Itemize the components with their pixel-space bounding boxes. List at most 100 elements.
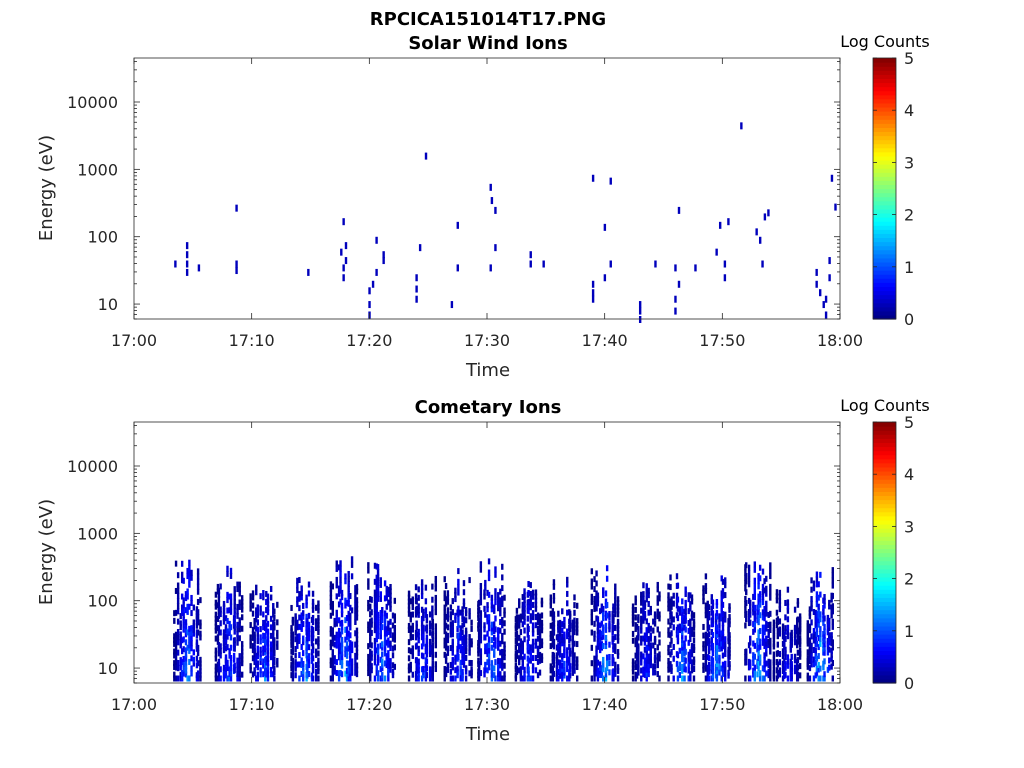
data-pixel xyxy=(808,658,812,665)
data-pixel xyxy=(724,646,727,653)
data-pixel xyxy=(182,612,185,619)
data-pixel xyxy=(217,604,221,611)
colorbar-segment xyxy=(873,621,896,627)
data-pixel xyxy=(814,672,817,679)
data-pixel xyxy=(314,638,318,645)
data-pixel xyxy=(521,659,525,666)
data-pixel xyxy=(444,613,448,620)
data-pixel xyxy=(711,657,715,664)
data-pixel xyxy=(217,596,221,603)
colorbar-segment xyxy=(873,422,896,427)
data-pixel xyxy=(658,591,661,598)
data-pixel xyxy=(616,633,620,640)
data-pixel xyxy=(761,675,765,682)
data-pixel xyxy=(355,636,359,643)
data-pixel xyxy=(470,659,473,666)
data-pixel xyxy=(317,600,320,607)
data-pixel xyxy=(806,620,810,627)
data-pixel xyxy=(711,661,715,668)
data-pixel xyxy=(236,626,239,633)
data-pixel xyxy=(715,668,719,675)
data-pixel xyxy=(598,668,602,675)
colorbar-segment xyxy=(873,638,896,643)
data-pixel xyxy=(647,653,650,660)
data-pixel xyxy=(687,627,690,634)
data-pixel xyxy=(379,666,382,673)
data-pixel xyxy=(411,671,414,678)
data-pixel xyxy=(499,610,502,617)
data-pixel xyxy=(706,636,709,643)
data-pixel xyxy=(196,588,200,595)
colorbar-segment xyxy=(873,151,896,157)
data-pixel xyxy=(422,608,425,615)
data-pixel xyxy=(266,632,270,639)
colorbar-segment xyxy=(873,568,896,574)
colorbar-segment xyxy=(873,86,896,92)
colorbar-segment xyxy=(873,168,896,173)
colorbar-segment xyxy=(873,523,896,529)
data-pixel xyxy=(706,618,709,625)
data-pixel xyxy=(373,654,377,661)
data-pixel xyxy=(226,607,229,614)
data-pixel xyxy=(238,657,241,664)
data-pixel xyxy=(349,675,352,682)
data-pixel xyxy=(521,609,525,616)
data-pixel xyxy=(667,644,670,651)
data-pixel xyxy=(598,632,602,639)
data-pixel xyxy=(290,655,293,662)
data-pixel xyxy=(645,583,648,590)
data-pixel xyxy=(681,598,684,605)
colorbar-segment xyxy=(873,90,896,96)
data-pixel xyxy=(217,667,221,674)
data-pixel xyxy=(715,624,719,631)
data-pixel xyxy=(692,612,696,619)
data-pixel xyxy=(294,659,297,666)
data-pixel xyxy=(449,628,453,635)
data-pixel xyxy=(290,604,293,611)
data-pixel xyxy=(450,301,454,309)
data-pixel xyxy=(656,662,659,669)
data-pixel xyxy=(694,264,697,272)
data-pixel xyxy=(188,576,191,583)
data-pixel xyxy=(367,626,370,633)
data-pixel xyxy=(337,617,341,624)
data-pixel xyxy=(817,581,820,588)
data-pixel xyxy=(728,653,731,660)
data-pixel xyxy=(503,654,506,661)
data-pixel xyxy=(422,669,425,676)
data-pixel xyxy=(815,616,819,623)
data-pixel xyxy=(656,657,659,664)
data-pixel xyxy=(340,624,344,631)
colorbar-segment xyxy=(873,450,896,456)
data-pixel xyxy=(449,611,453,618)
data-pixel xyxy=(339,653,342,660)
data-pixel xyxy=(796,598,800,605)
data-pixel xyxy=(536,645,540,652)
data-pixel xyxy=(443,623,446,630)
data-pixel xyxy=(527,675,530,682)
data-pixel xyxy=(689,653,692,660)
data-pixel xyxy=(681,640,684,647)
data-pixel xyxy=(224,636,228,643)
data-pixel xyxy=(266,636,270,643)
data-pixel xyxy=(251,590,255,597)
data-pixel xyxy=(796,664,800,671)
data-pixel xyxy=(608,620,611,627)
data-pixel xyxy=(778,671,782,678)
data-pixel xyxy=(236,666,239,673)
data-pixel xyxy=(715,248,718,256)
data-pixel xyxy=(830,636,833,643)
data-pixel xyxy=(683,675,686,682)
data-pixel xyxy=(188,636,191,643)
data-pixel xyxy=(294,626,297,633)
data-pixel xyxy=(778,667,782,674)
data-pixel xyxy=(317,657,320,664)
data-pixel xyxy=(425,634,429,641)
data-pixel xyxy=(347,635,350,642)
data-pixel xyxy=(724,660,727,667)
x-tick-label: 17:30 xyxy=(464,331,510,350)
data-pixel xyxy=(529,599,532,606)
data-pixel xyxy=(425,651,429,658)
colorbar-segment xyxy=(873,552,896,558)
colorbar-segment xyxy=(873,155,896,161)
